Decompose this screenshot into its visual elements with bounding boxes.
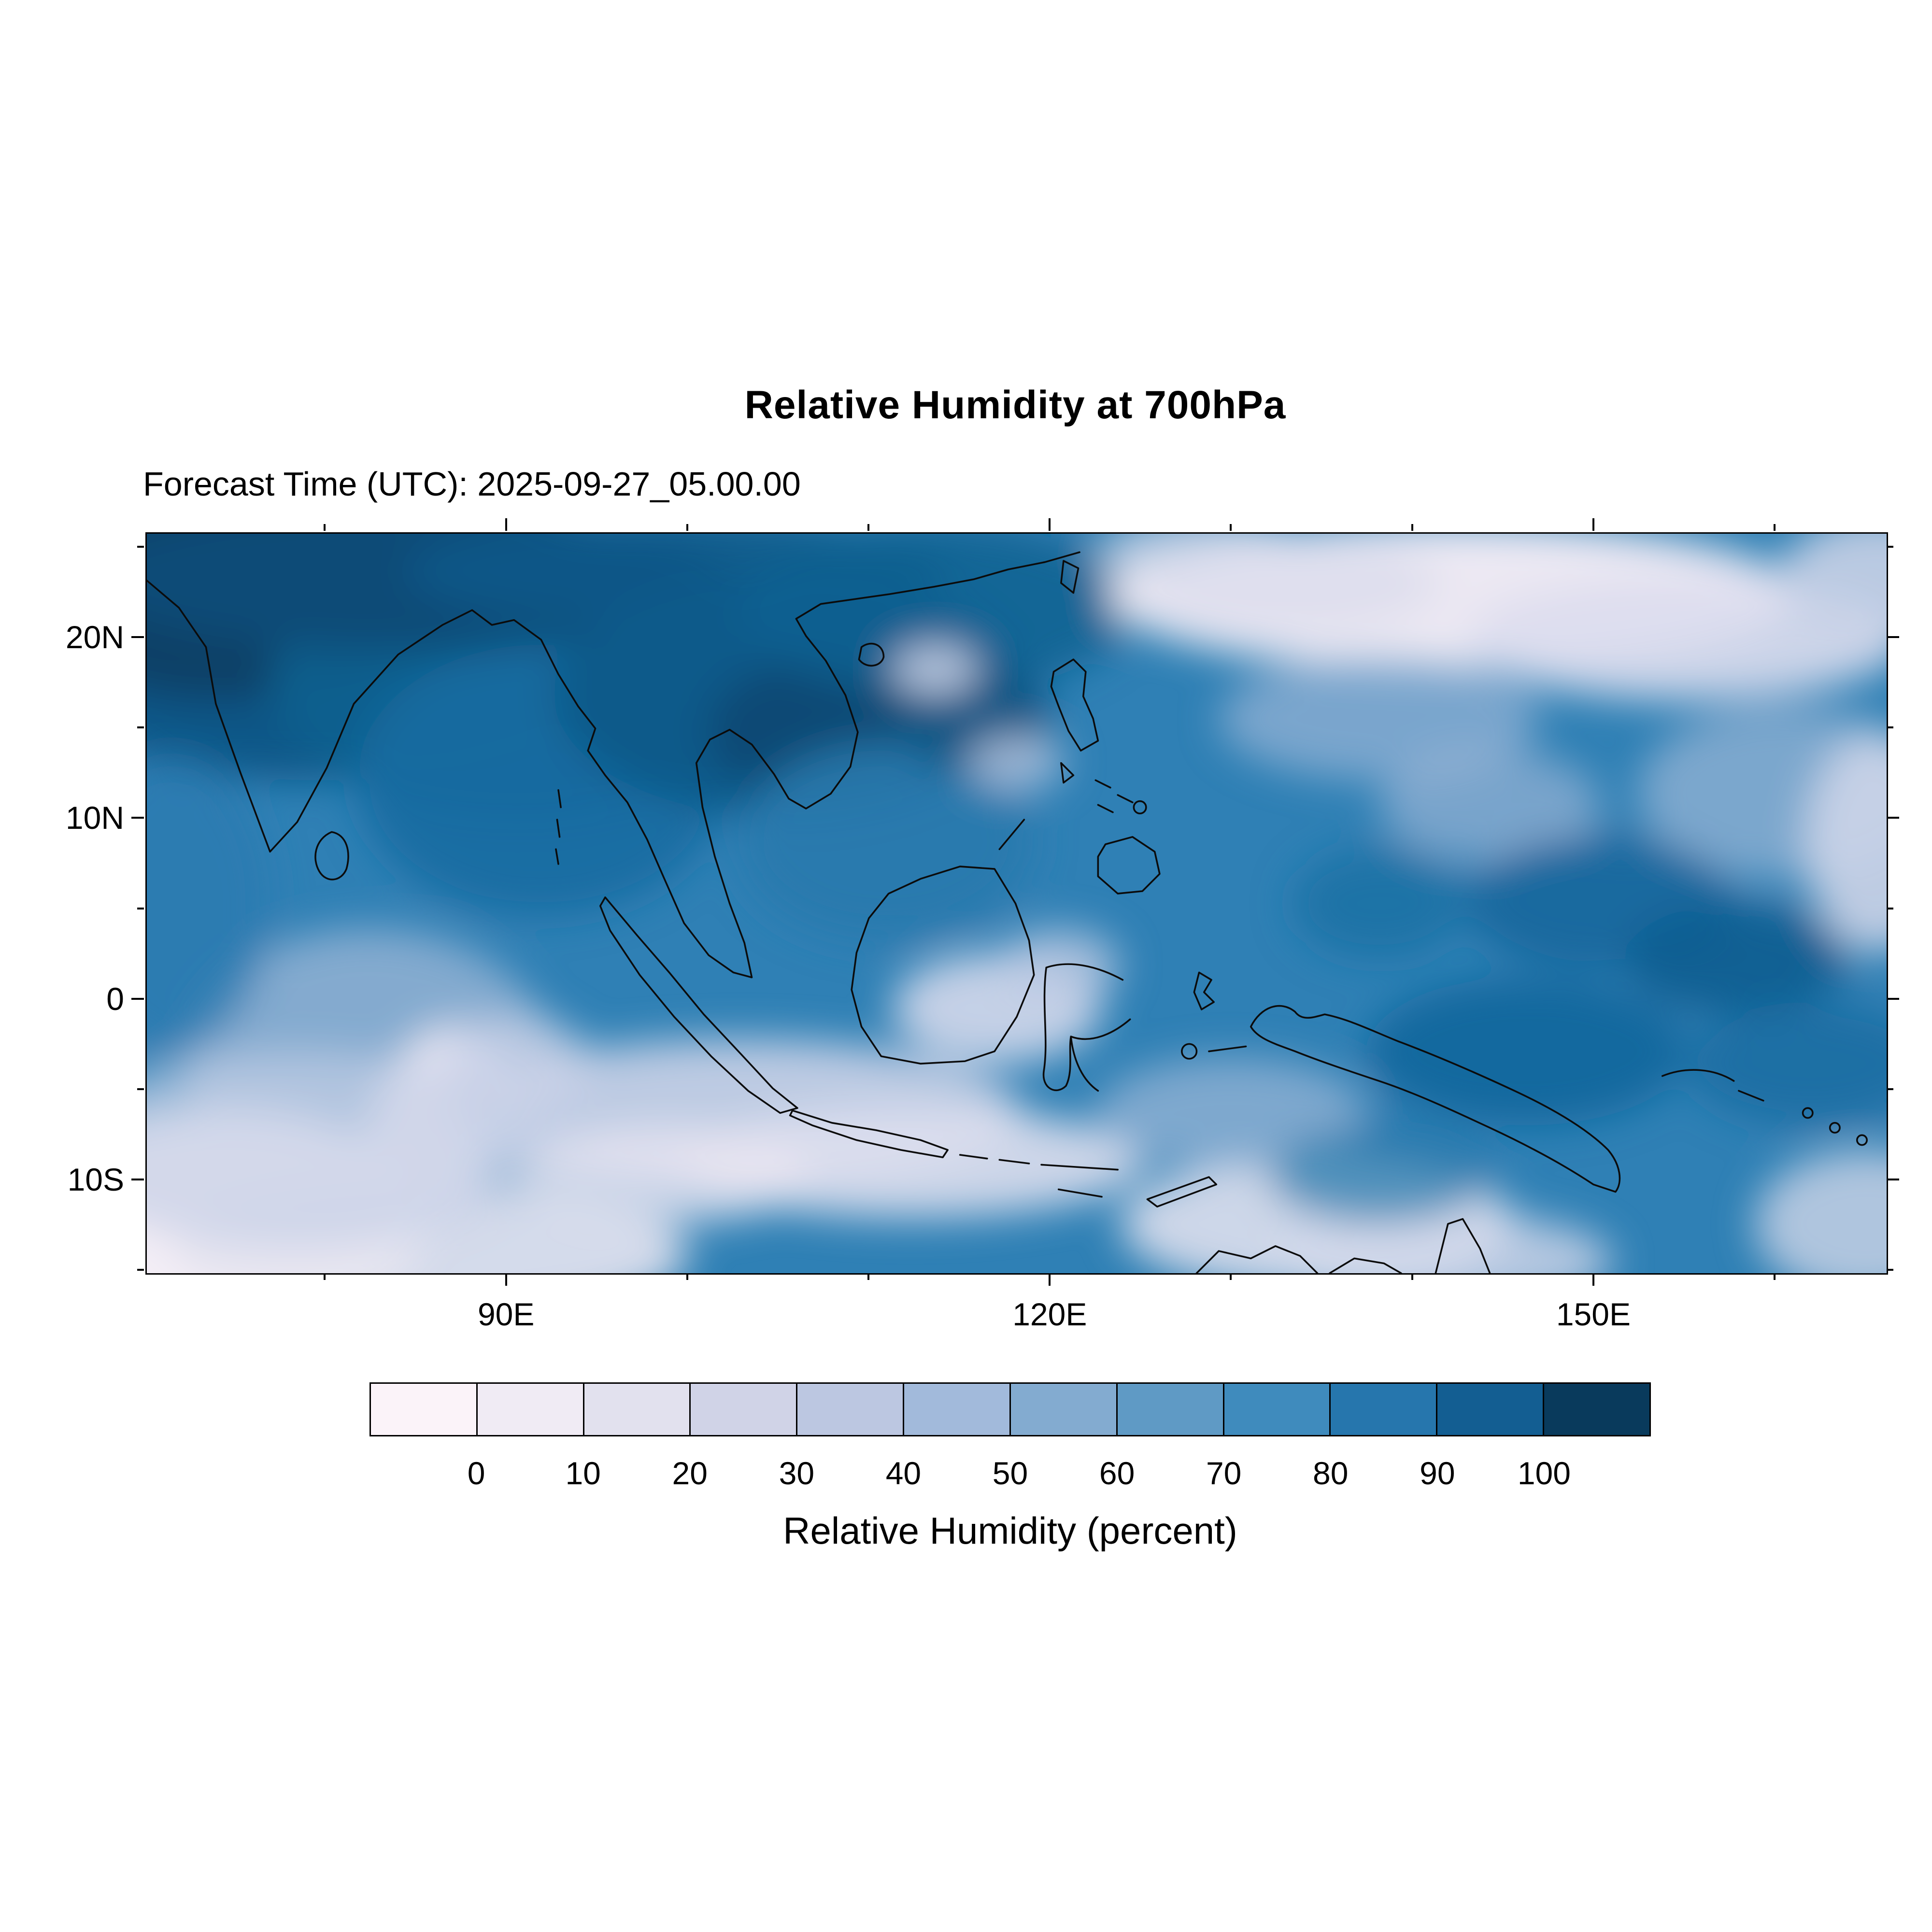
colorbar-tick-label: 20 [672, 1455, 708, 1491]
tick-mark [131, 1179, 144, 1181]
colorbar-swatch [371, 1384, 478, 1435]
colorbar-tick-label: 10 [565, 1455, 601, 1491]
colorbar-swatch [904, 1384, 1011, 1435]
tick-mark [505, 518, 507, 531]
coastline-australia-kimberley [1195, 1245, 1319, 1273]
coastline-mindoro [1060, 762, 1075, 784]
coastline-cape-york [1435, 1218, 1491, 1273]
colorbar-tick-label: 30 [779, 1455, 815, 1491]
coastline-australia-top-end [1329, 1257, 1402, 1273]
coastline-taiwan [1060, 560, 1080, 594]
tick-mark [324, 524, 326, 531]
tick-mark [137, 545, 144, 548]
tick-mark [1592, 1273, 1594, 1286]
x-axis-tick-label: 90E [477, 1296, 535, 1332]
coastline-lesser-sundas [959, 1154, 1218, 1208]
tick-mark [131, 997, 144, 1000]
coastline-mindanao [1097, 836, 1161, 895]
tick-mark [1887, 817, 1899, 819]
colorbar-title: Relative Humidity (percent) [783, 1509, 1237, 1552]
forecast-time-label: Forecast Time (UTC): 2025-09-27_05.00.00 [143, 465, 801, 503]
coastline-sumatra [599, 896, 798, 1114]
y-axis-tick-label: 0 [106, 980, 124, 1017]
tick-mark [1049, 1273, 1051, 1286]
colorbar-tick-label: 60 [1099, 1455, 1135, 1491]
colorbar-swatch [1437, 1384, 1545, 1435]
coastline-new-guinea [1250, 1005, 1621, 1193]
coastline-visayas [1094, 779, 1134, 813]
tick-mark [1230, 524, 1232, 531]
y-axis-tick-label: 10S [67, 1162, 124, 1198]
tick-mark [1774, 524, 1776, 531]
coastline-new-britain [1661, 1069, 1764, 1102]
y-axis-tick-label: 20N [65, 619, 124, 655]
colorbar-swatch [1544, 1384, 1649, 1435]
coastlines [147, 551, 1868, 1273]
colorbar-swatch [1331, 1384, 1438, 1435]
colorbar-swatch [1117, 1384, 1224, 1435]
map-plot-area [145, 532, 1888, 1275]
colorbar-swatch [797, 1384, 905, 1435]
coastline-palawan [998, 819, 1025, 851]
colorbar-swatch [1224, 1384, 1331, 1435]
coastline-java [789, 1109, 949, 1158]
colorbar-swatch [691, 1384, 798, 1435]
tick-mark [1049, 518, 1051, 531]
colorbar-swatch [1010, 1384, 1118, 1435]
coastline-buru [1181, 1043, 1198, 1060]
colorbar-tick-label: 90 [1420, 1455, 1455, 1491]
coastline-asia-mainland [147, 551, 1080, 979]
tick-mark [137, 1088, 144, 1090]
colorbar-swatch [584, 1384, 691, 1435]
tick-mark [1592, 518, 1594, 531]
tick-mark [1887, 1179, 1899, 1181]
colorbar-tick-label: 70 [1206, 1455, 1242, 1491]
coastline-sri-lanka [314, 831, 349, 881]
humidity-map [147, 534, 1887, 1273]
tick-mark [867, 524, 870, 531]
coastline-visayas-island [1133, 800, 1147, 815]
colorbar [369, 1382, 1651, 1436]
tick-mark [137, 907, 144, 909]
coastline-andaman [555, 789, 562, 865]
tick-mark [686, 524, 688, 531]
colorbar-tick-label: 40 [885, 1455, 922, 1491]
coastline-hainan [858, 642, 885, 667]
coastline-solomon-2 [1829, 1122, 1841, 1134]
tick-mark [131, 636, 144, 639]
coastline-borneo [851, 866, 1035, 1065]
humidity-field-blobs [147, 534, 1887, 1273]
coastline-sulawesi [1042, 963, 1131, 1092]
tick-mark [1887, 636, 1899, 639]
colorbar-tick-label: 100 [1517, 1455, 1571, 1491]
coastline-solomon-3 [1856, 1134, 1868, 1146]
tick-mark [137, 726, 144, 729]
colorbar-tick-label: 80 [1313, 1455, 1349, 1491]
coastline-seram [1208, 1045, 1247, 1052]
coastline-solomon-1 [1802, 1107, 1814, 1119]
x-axis-tick-label: 120E [1012, 1296, 1087, 1332]
colorbar-tick-label: 50 [992, 1455, 1028, 1491]
tick-mark [131, 817, 144, 819]
colorbar-swatch [477, 1384, 584, 1435]
coastline-halmahera [1193, 971, 1215, 1010]
x-axis-tick-label: 150E [1556, 1296, 1631, 1332]
colorbar-tick-label: 0 [467, 1455, 485, 1491]
coastline-luzon [1050, 658, 1099, 752]
tick-mark [1411, 524, 1413, 531]
tick-mark [1887, 997, 1899, 1000]
tick-mark [137, 1269, 144, 1271]
y-axis-tick-label: 10N [65, 800, 124, 836]
tick-mark [505, 1273, 507, 1286]
page-title: Relative Humidity at 700hPa [744, 383, 1286, 427]
